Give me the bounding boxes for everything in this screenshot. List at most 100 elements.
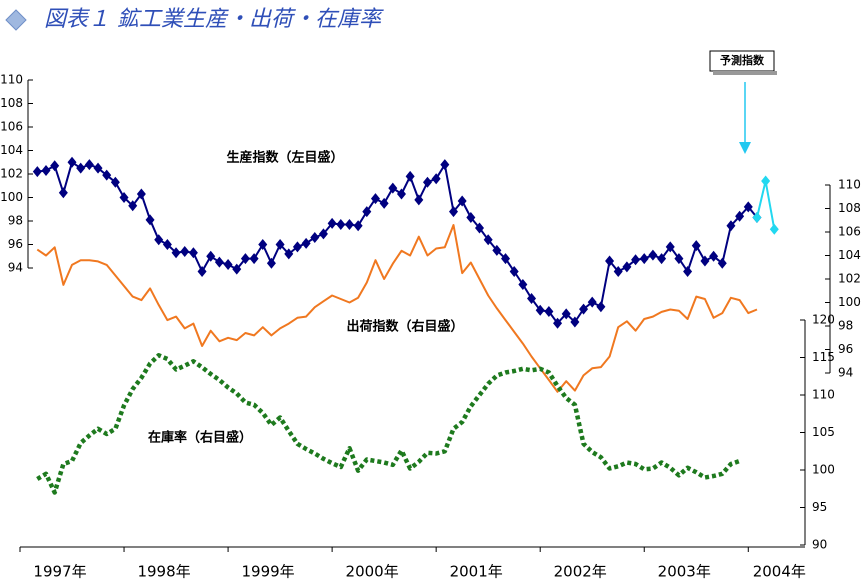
marker — [93, 162, 103, 174]
y2-tick-label: 94 — [838, 366, 853, 380]
y3-tick-label: 105 — [812, 425, 835, 439]
y-tick-label: 104 — [0, 143, 23, 157]
marker — [605, 255, 615, 267]
marker — [258, 239, 268, 250]
marker — [579, 303, 589, 315]
marker — [674, 253, 684, 265]
marker — [284, 248, 294, 260]
y-tick-label: 96 — [8, 237, 23, 251]
marker — [206, 250, 216, 262]
marker — [110, 176, 120, 188]
x-tick-label: 2000年 — [346, 563, 399, 581]
marker — [466, 211, 476, 223]
x-tick-label: 1999年 — [242, 563, 295, 581]
marker — [509, 266, 519, 278]
marker — [769, 223, 779, 235]
marker — [197, 266, 207, 278]
marker — [683, 266, 693, 278]
title-icon — [5, 9, 27, 31]
x-tick-label: 1998年 — [137, 563, 190, 581]
marker — [318, 228, 328, 240]
marker — [553, 317, 563, 329]
marker — [414, 194, 424, 206]
y-tick-label: 108 — [0, 96, 23, 110]
marker — [752, 211, 762, 223]
annotation: 出荷指数（右目盛） — [346, 319, 463, 335]
marker — [596, 301, 606, 313]
marker — [388, 182, 398, 194]
y2-tick-label: 106 — [838, 225, 861, 239]
y3-tick-label: 95 — [812, 500, 827, 514]
y-tick-label: 106 — [0, 120, 23, 134]
marker — [292, 241, 302, 253]
y2-tick-label: 104 — [838, 248, 861, 262]
callout-shadow — [713, 71, 777, 75]
marker — [396, 188, 406, 200]
marker — [370, 193, 380, 205]
marker — [492, 244, 502, 256]
marker — [41, 164, 51, 176]
marker — [657, 253, 667, 265]
marker — [162, 239, 172, 250]
x-tick-label: 2001年 — [450, 563, 503, 581]
y-tick-label: 100 — [0, 190, 23, 204]
marker — [405, 170, 415, 182]
y-tick-label: 110 — [0, 73, 23, 87]
marker — [561, 308, 571, 320]
marker — [344, 219, 354, 231]
marker — [128, 200, 138, 212]
marker — [431, 173, 441, 185]
y3-tick-label: 110 — [812, 388, 835, 402]
marker — [214, 256, 224, 268]
y-tick-label: 98 — [8, 214, 23, 228]
marker — [622, 261, 632, 273]
y2-tick-label: 108 — [838, 201, 861, 215]
marker — [58, 187, 68, 199]
marker — [275, 239, 285, 250]
marker — [475, 222, 485, 234]
marker — [665, 241, 675, 253]
marker — [613, 266, 623, 278]
marker — [76, 162, 86, 174]
marker — [422, 176, 432, 188]
annotation: 在庫率（右目盛） — [148, 430, 252, 446]
marker — [240, 253, 250, 265]
x-tick-label: 2004年 — [753, 563, 806, 581]
chart-title: 図表１ 鉱工業生産・出荷・在庫率 — [44, 7, 384, 32]
marker — [544, 305, 554, 317]
marker — [587, 296, 597, 308]
marker — [301, 237, 311, 249]
marker — [717, 257, 727, 269]
marker — [232, 263, 242, 275]
y-tick-label: 94 — [8, 261, 23, 275]
y3-tick-label: 120 — [812, 313, 835, 327]
marker — [145, 214, 155, 226]
x-tick-label: 2003年 — [658, 563, 711, 581]
y2-tick-label: 96 — [838, 342, 853, 356]
y3-tick-label: 90 — [812, 538, 827, 552]
marker — [67, 156, 77, 168]
marker — [457, 195, 467, 207]
marker — [171, 247, 181, 259]
series-line — [36, 224, 758, 393]
x-tick-label: 1997年 — [33, 563, 86, 581]
marker — [310, 231, 320, 243]
marker — [154, 234, 164, 246]
y2-tick-label: 100 — [838, 295, 861, 309]
marker — [223, 258, 233, 270]
marker — [102, 169, 112, 181]
marker — [709, 250, 719, 262]
marker — [84, 159, 94, 171]
marker — [180, 246, 190, 258]
marker — [535, 304, 545, 316]
marker — [735, 210, 745, 222]
marker — [639, 253, 649, 265]
marker — [440, 159, 450, 171]
marker — [570, 316, 580, 328]
y3-tick-label: 100 — [812, 463, 835, 477]
y-tick-label: 102 — [0, 167, 23, 181]
y2-tick-label: 110 — [838, 178, 861, 192]
marker — [700, 255, 710, 267]
marker — [648, 249, 658, 261]
